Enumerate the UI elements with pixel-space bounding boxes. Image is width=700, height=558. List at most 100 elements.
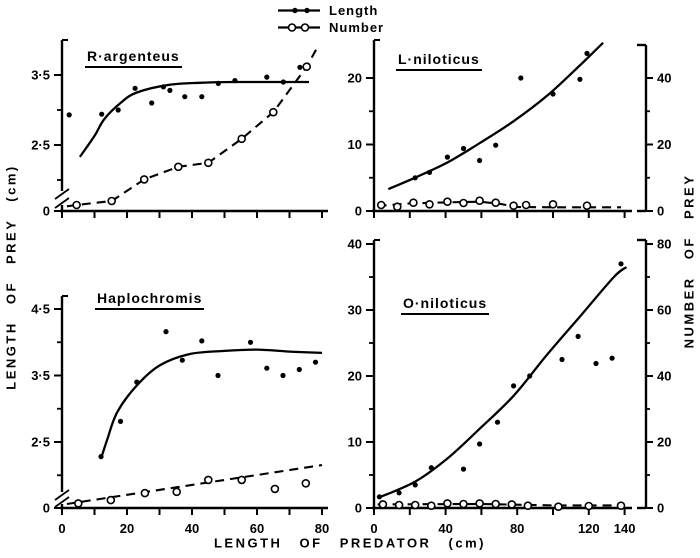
- tr-length-point: [550, 91, 556, 97]
- br-number-point: [394, 500, 404, 510]
- br-number-point: [475, 499, 484, 508]
- tr-number-tick-label: 0: [657, 204, 664, 219]
- panel-title-r-argenteus: R·argenteus: [85, 48, 182, 68]
- br-number-point: [507, 500, 517, 509]
- tl-length-point: [264, 74, 270, 80]
- br-length-point: [412, 482, 418, 488]
- tl-number-point: [268, 107, 278, 117]
- tr-number-point: [376, 200, 386, 210]
- tl-axis-break: [54, 188, 70, 200]
- bl-number-point: [204, 475, 213, 485]
- br-number-tick-label: 60: [657, 303, 671, 318]
- br-length-point: [510, 383, 517, 389]
- tr-number-point: [582, 201, 592, 210]
- br-number-point: [443, 499, 452, 508]
- br-length-point: [460, 466, 467, 472]
- tr-y-tick-label: 10: [348, 137, 362, 152]
- tr-length-point: [518, 75, 524, 81]
- bl-axis-break: [54, 496, 70, 508]
- bl-axis-break: [54, 489, 70, 501]
- tr-number-point: [475, 196, 484, 205]
- legend: Length Number: [276, 2, 384, 35]
- bl-length-point: [199, 338, 205, 344]
- tl-number-point: [237, 134, 246, 144]
- tl-number-point: [302, 62, 312, 71]
- legend-row-length: Length: [276, 2, 384, 18]
- tl-length-point: [167, 87, 173, 93]
- tr-number-point: [521, 200, 531, 210]
- br-number-tick-label: 20: [657, 435, 671, 450]
- tl-length-point: [115, 107, 121, 113]
- tr-length-point: [477, 157, 483, 164]
- tr-length-point: [444, 154, 450, 160]
- tr-number-point: [425, 200, 434, 209]
- bl-length-point: [280, 372, 286, 379]
- br-length-point: [477, 441, 483, 447]
- panel-title-o-niloticus: O·niloticus: [401, 295, 490, 315]
- tr-number-tick-label: 40: [657, 71, 671, 86]
- bl-length-point: [179, 357, 185, 363]
- tr-number-point: [491, 198, 501, 207]
- tl-number-point: [107, 196, 116, 206]
- br-number-point: [378, 500, 388, 509]
- panel-title-haplochromis: Haplochromis: [95, 290, 205, 310]
- br-number-point: [523, 501, 533, 511]
- br-y-tick-label: 30: [348, 303, 362, 318]
- tl-length-point: [199, 94, 205, 100]
- br-number-tick-label: 0: [657, 501, 664, 516]
- tl-number-point: [139, 175, 149, 184]
- tl-length-curve: [78, 80, 309, 158]
- tl-number-curve: [66, 44, 320, 208]
- br-length-curve: [377, 266, 628, 500]
- tr-number-point: [409, 198, 418, 207]
- bl-number-curve: [66, 464, 323, 506]
- bl-length-curve: [99, 348, 323, 459]
- bl-number-point: [172, 487, 181, 497]
- br-length-point: [527, 373, 533, 379]
- tr-length-point: [493, 142, 499, 148]
- length-legend-symbol: [278, 7, 320, 13]
- br-x-tick-label: 140: [614, 521, 636, 536]
- bl-x-tick-label: 0: [58, 521, 65, 536]
- br-length-point: [559, 356, 565, 363]
- bl-y-tick-label: 0: [43, 501, 50, 516]
- br-y-tick-label: 0: [355, 501, 362, 516]
- tr-length-curve: [387, 41, 604, 191]
- tl-y-tick-label: 2·5: [31, 138, 50, 153]
- br-number-point: [459, 499, 468, 509]
- bl-length-point: [134, 379, 140, 385]
- tl-length-point: [297, 64, 303, 70]
- tl-length-point: [280, 79, 286, 85]
- number-legend-symbol: [278, 22, 320, 32]
- br-number-point: [426, 501, 436, 511]
- tl-length-point: [215, 80, 221, 86]
- tr-number-point: [392, 202, 402, 211]
- tr-length-point: [412, 175, 418, 181]
- legend-label-number: Number: [329, 19, 385, 35]
- tl-length-point: [99, 111, 105, 117]
- tl-length-point: [66, 112, 72, 118]
- tl-y-tick-label: 3·5: [31, 68, 50, 83]
- tl-number-point: [204, 158, 213, 168]
- br-number-point: [554, 502, 563, 512]
- tr-number-point: [509, 201, 518, 210]
- tr-y-tick-label: 0: [355, 204, 362, 219]
- bl-x-tick-label: 80: [315, 521, 329, 536]
- legend-label-length: Length: [329, 2, 379, 18]
- tl-axis-break: [54, 197, 70, 209]
- bl-length-point: [247, 339, 254, 345]
- panel-title-l-niloticus: L·niloticus: [396, 51, 482, 71]
- legend-row-number: Number: [276, 19, 384, 35]
- tl-number-point: [72, 200, 81, 210]
- tr-length-point: [577, 76, 583, 82]
- br-length-point: [396, 490, 402, 496]
- br-number-point: [616, 501, 626, 511]
- tl-number-point: [174, 162, 183, 172]
- tr-length-point: [426, 169, 433, 175]
- br-length-point: [593, 360, 599, 367]
- bl-length-point: [312, 359, 319, 365]
- bl-length-point: [117, 418, 124, 424]
- bl-number-point: [74, 499, 83, 508]
- bl-number-point: [301, 478, 311, 488]
